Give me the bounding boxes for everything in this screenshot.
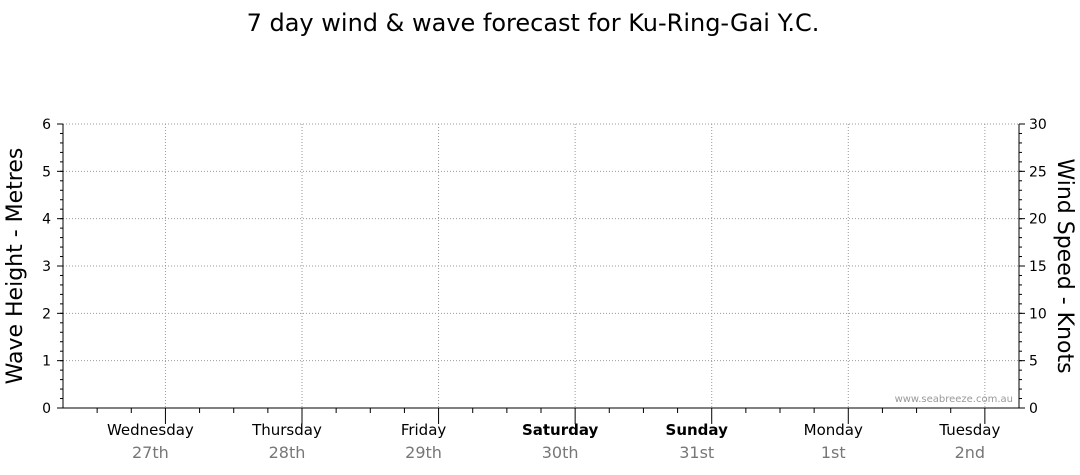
date-label: 1st xyxy=(821,443,846,462)
right-tick-label: 20 xyxy=(1029,212,1047,228)
date-label: 2nd xyxy=(955,443,985,462)
right-tick-label: 10 xyxy=(1029,306,1047,322)
day-labels: Wednesday 27th Thursday 28th Friday 29th Satur… xyxy=(107,421,1000,462)
left-tick-label: 1 xyxy=(42,354,51,370)
date-label: 27th xyxy=(132,443,169,462)
right-tick-label: 15 xyxy=(1029,259,1047,275)
date-label: 30th xyxy=(542,443,579,462)
right-tick-label: 0 xyxy=(1029,401,1038,417)
right-axis-ticks: 0 5 10 15 20 25 30 xyxy=(1019,117,1047,417)
left-tick-label: 0 xyxy=(42,401,51,417)
left-tick-label: 2 xyxy=(42,306,51,322)
left-tick-label: 6 xyxy=(42,117,51,133)
watermark: www.seabreeze.com.au xyxy=(895,394,1013,405)
right-axis-title: Wind Speed - Knots xyxy=(1052,158,1077,373)
day-label: Tuesday xyxy=(938,421,1000,439)
day-label: Friday xyxy=(401,421,447,439)
day-label: Thursday xyxy=(251,421,322,439)
left-tick-label: 3 xyxy=(42,259,51,275)
left-tick-label: 4 xyxy=(42,212,51,228)
left-axis-title: Wave Height - Metres xyxy=(3,148,28,385)
right-tick-label: 5 xyxy=(1029,354,1038,370)
right-tick-label: 30 xyxy=(1029,117,1047,133)
grid-lines xyxy=(63,123,1019,408)
day-label: Sunday xyxy=(666,421,729,439)
right-tick-label: 25 xyxy=(1029,164,1047,180)
day-label: Wednesday xyxy=(107,421,194,439)
date-label: 28th xyxy=(269,443,306,462)
day-label: Saturday xyxy=(522,421,599,439)
date-label: 29th xyxy=(405,443,442,462)
day-label: Monday xyxy=(804,421,863,439)
left-axis-ticks: 0 1 2 3 4 5 6 xyxy=(42,117,63,417)
chart-title: 7 day wind & wave forecast for Ku-Ring-G… xyxy=(247,9,820,37)
left-tick-label: 5 xyxy=(42,164,51,180)
date-label: 31st xyxy=(679,443,714,462)
